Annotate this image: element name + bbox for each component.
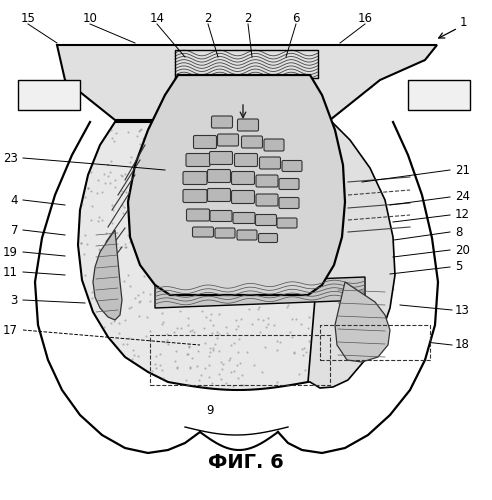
Text: 17: 17 (3, 324, 18, 336)
FancyBboxPatch shape (408, 80, 470, 110)
Text: 13: 13 (455, 304, 470, 316)
Text: 3: 3 (11, 294, 18, 306)
FancyBboxPatch shape (232, 190, 254, 203)
Text: 1: 1 (459, 16, 467, 30)
FancyBboxPatch shape (212, 116, 233, 128)
Text: 9: 9 (206, 404, 214, 416)
FancyBboxPatch shape (217, 134, 239, 146)
FancyBboxPatch shape (192, 227, 214, 237)
FancyBboxPatch shape (264, 139, 284, 151)
Text: 2: 2 (204, 12, 212, 24)
FancyBboxPatch shape (193, 136, 216, 148)
Text: 23: 23 (3, 152, 18, 164)
Polygon shape (78, 122, 378, 390)
Text: 8: 8 (455, 226, 462, 238)
FancyBboxPatch shape (210, 152, 233, 164)
Text: 2: 2 (244, 12, 252, 24)
FancyBboxPatch shape (238, 119, 258, 131)
Text: ФИГ. 6: ФИГ. 6 (208, 452, 284, 471)
FancyBboxPatch shape (208, 170, 230, 182)
FancyBboxPatch shape (282, 160, 302, 172)
Text: 15: 15 (21, 12, 35, 24)
Text: 18: 18 (455, 338, 470, 351)
Text: 7: 7 (10, 224, 18, 236)
FancyBboxPatch shape (18, 80, 80, 110)
FancyBboxPatch shape (279, 198, 299, 208)
FancyBboxPatch shape (255, 214, 277, 226)
Text: 20: 20 (455, 244, 470, 256)
FancyBboxPatch shape (183, 190, 207, 202)
Text: 6: 6 (292, 12, 300, 24)
FancyBboxPatch shape (277, 218, 297, 228)
FancyBboxPatch shape (215, 228, 235, 238)
FancyBboxPatch shape (210, 210, 232, 222)
FancyBboxPatch shape (258, 234, 277, 242)
FancyBboxPatch shape (237, 230, 257, 240)
Polygon shape (93, 230, 122, 320)
Polygon shape (308, 120, 395, 388)
FancyBboxPatch shape (233, 212, 255, 224)
Text: 5: 5 (455, 260, 462, 274)
Text: 16: 16 (358, 12, 372, 24)
FancyBboxPatch shape (259, 157, 280, 169)
FancyBboxPatch shape (279, 178, 299, 190)
Text: 10: 10 (83, 12, 97, 24)
FancyBboxPatch shape (235, 154, 257, 166)
Text: 24: 24 (455, 190, 470, 203)
Polygon shape (155, 277, 365, 308)
FancyBboxPatch shape (183, 172, 207, 184)
FancyBboxPatch shape (242, 136, 263, 148)
Text: 21: 21 (455, 164, 470, 176)
FancyBboxPatch shape (186, 154, 210, 166)
Text: 12: 12 (455, 208, 470, 222)
Text: 11: 11 (3, 266, 18, 278)
FancyBboxPatch shape (256, 194, 278, 206)
Text: 14: 14 (150, 12, 164, 24)
Polygon shape (128, 75, 345, 295)
Polygon shape (57, 45, 437, 120)
Text: 19: 19 (3, 246, 18, 258)
FancyBboxPatch shape (232, 172, 254, 184)
FancyBboxPatch shape (256, 175, 278, 187)
FancyBboxPatch shape (186, 209, 210, 221)
FancyBboxPatch shape (208, 188, 230, 202)
Polygon shape (335, 282, 390, 362)
Text: 4: 4 (10, 194, 18, 206)
